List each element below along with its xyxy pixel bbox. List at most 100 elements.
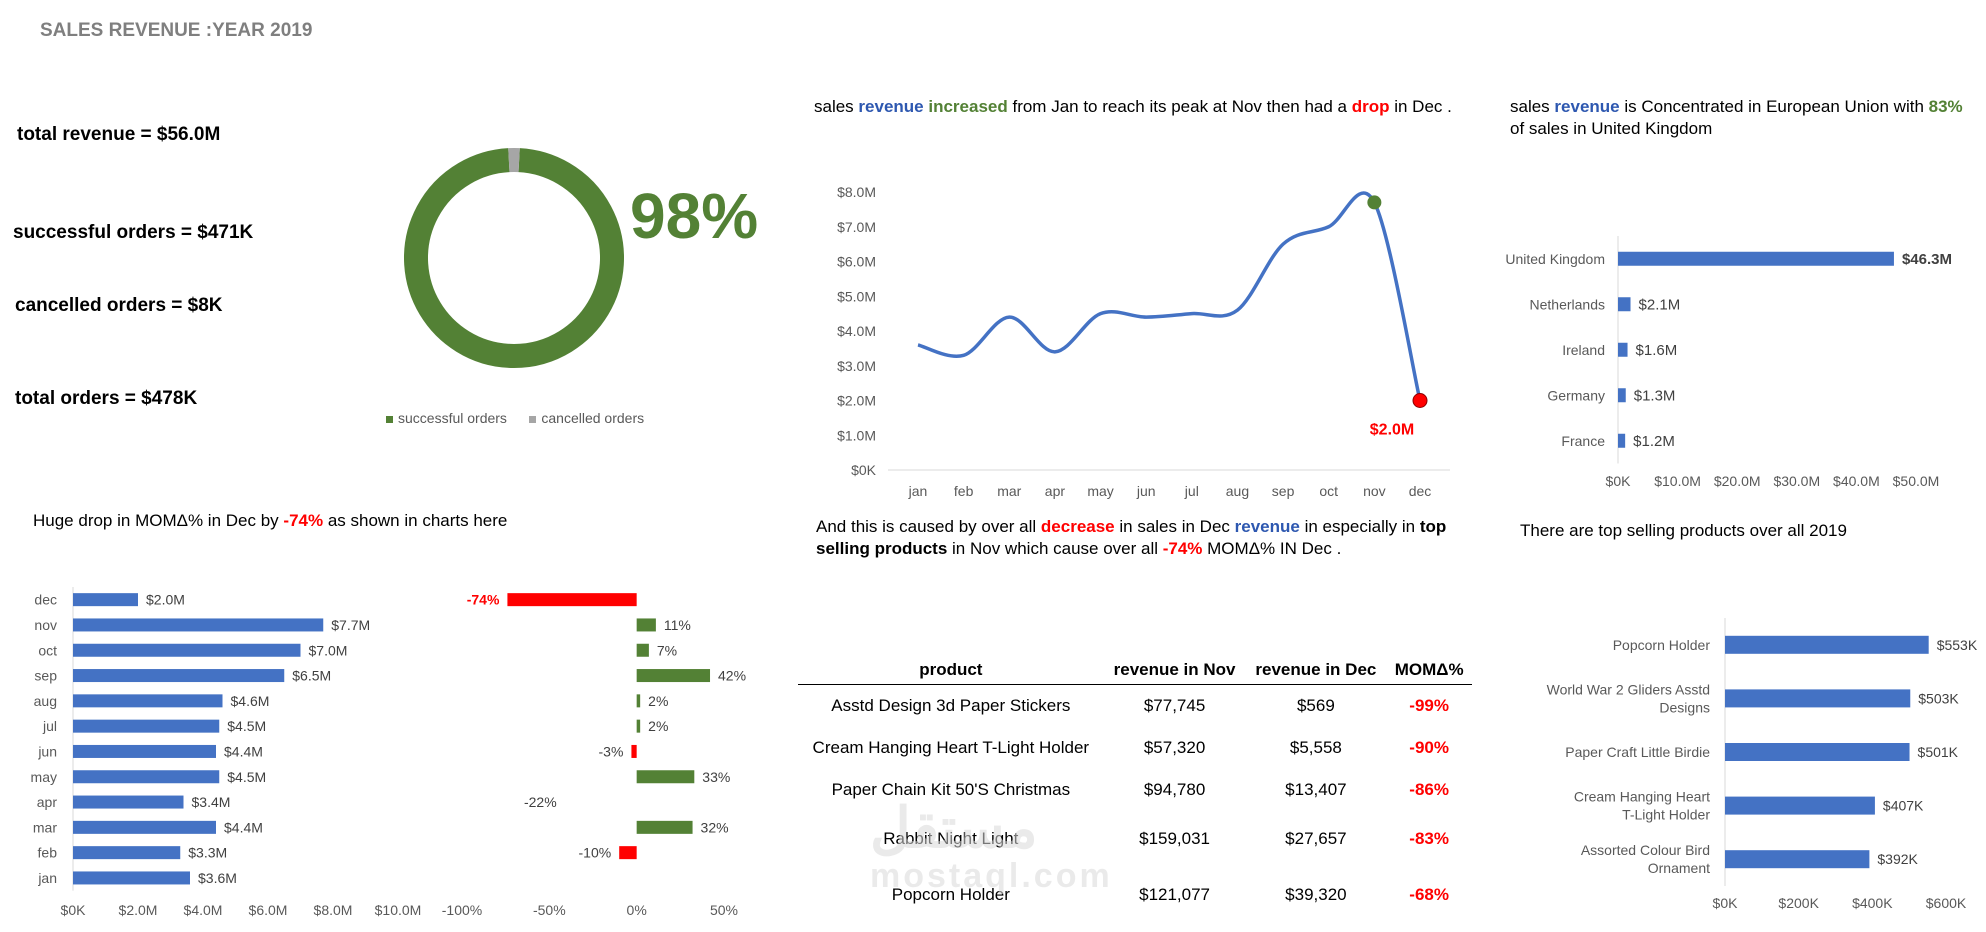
legend-successful: successful orders <box>386 410 507 426</box>
bar-value-label: $4.6M <box>231 693 270 709</box>
table-cell-dec: $13,407 <box>1285 779 1347 799</box>
kpi-successful-orders: successful orders = $471K <box>13 222 254 243</box>
category-label: Designs <box>1659 699 1710 715</box>
x-tick-label: jun <box>1136 483 1156 499</box>
category-label: Ireland <box>1562 342 1605 358</box>
table-row: Paper Chain Kit 50'S Christmas $94,780 $… <box>798 769 1472 811</box>
category-label: Netherlands <box>1530 296 1606 312</box>
bar <box>1725 743 1910 761</box>
mom-bar <box>636 669 711 683</box>
table-row: Cream Hanging Heart T-Light Holder $57,3… <box>798 727 1472 769</box>
table-cell-mom: -83% <box>1409 828 1449 848</box>
bar <box>73 669 285 683</box>
bar-value-label: $6.5M <box>292 668 331 684</box>
bar-value-label: $3.4M <box>192 794 231 810</box>
bar-value-label: $1.2M <box>1633 433 1675 450</box>
cause-text-74: -74% <box>1162 539 1203 558</box>
table-row: Popcorn Holder $121,077 $39,320 -68% <box>798 867 1472 923</box>
table-row: Rabbit Night Light $159,031 $27,657 -83% <box>798 811 1472 867</box>
category-label: Cream Hanging Heart <box>1574 789 1710 805</box>
x-tick-label: feb <box>954 483 974 499</box>
table-cell-mom: -99% <box>1409 695 1449 715</box>
cause-text-1: And this is caused by over all <box>816 517 1041 536</box>
bar <box>1618 433 1626 448</box>
donut-legend: successful orders cancelled orders <box>386 410 662 428</box>
mom-value-label: -3% <box>599 743 624 759</box>
mom-value-label: -10% <box>579 845 612 861</box>
category-label: World War 2 Gliders Asstd <box>1547 681 1710 697</box>
y-tick-label: $8.0M <box>837 184 876 200</box>
mom-bar <box>598 796 599 809</box>
mom-note: Huge drop in MOMΔ% in Dec by -74% as sho… <box>33 510 507 532</box>
category-label: United Kingdom <box>1505 251 1605 267</box>
bar-value-label: $407K <box>1883 798 1924 814</box>
bar <box>73 820 216 834</box>
bar <box>1618 388 1626 403</box>
x-tick-label: $20.0M <box>1714 473 1761 489</box>
bar <box>1725 689 1911 708</box>
y-tick-label: $3.0M <box>837 358 876 374</box>
mom-value-label: 7% <box>657 642 677 658</box>
kpi-total-orders: total orders = $478K <box>15 388 198 409</box>
mom-value-label: 2% <box>648 693 668 709</box>
table-cell-dec: $39,320 <box>1285 884 1347 904</box>
mom-bar <box>636 770 695 784</box>
category-label: Ornament <box>1648 860 1710 876</box>
table-header: MOMΔ% <box>1386 660 1472 685</box>
monthly-bar-chart: dec $2.0M nov $7.7M oct $7.0M sep $6.5M aug $4.6M… <box>31 587 421 918</box>
category-label: jul <box>42 718 57 734</box>
trend-text-revenue: revenue <box>858 97 924 116</box>
bar-value-label: $2.0M <box>146 592 185 608</box>
x-tick-label: jul <box>1184 483 1199 499</box>
bar <box>1725 635 1929 654</box>
bar-value-label: $3.6M <box>198 870 237 886</box>
watermark-ar: مستقل <box>870 796 1038 859</box>
bar-value-label: $392K <box>1877 851 1918 867</box>
mom-value-label: 32% <box>701 819 729 835</box>
bar <box>73 618 324 632</box>
mom-value-label: -22% <box>524 794 557 810</box>
bar <box>73 871 190 885</box>
kpi-cancelled-orders: cancelled orders = $8K <box>15 295 223 316</box>
region-text-83: 83% <box>1928 97 1963 116</box>
x-tick-label: oct <box>1319 483 1338 499</box>
x-tick-label: $40.0M <box>1833 473 1880 489</box>
cause-text-3: in especially in <box>1299 517 1420 536</box>
x-tick-label: $30.0M <box>1773 473 1820 489</box>
table-cell-nov: $94,780 <box>1143 779 1206 799</box>
trend-text-3: from Jan to reach its peak at Nov then h… <box>1007 97 1352 116</box>
y-tick-label: $7.0M <box>837 219 876 235</box>
table-cell-dec: $569 <box>1296 695 1335 715</box>
mom-bar <box>636 820 693 834</box>
table-cell-mom: -86% <box>1409 779 1449 799</box>
category-label: nov <box>34 617 57 633</box>
x-tick-label: $400K <box>1852 895 1893 911</box>
legend-cancelled: cancelled orders <box>529 410 644 426</box>
donut-slice-successful <box>404 148 624 368</box>
x-tick-label: $600K <box>1926 895 1967 911</box>
trend-text-increased: increased <box>928 97 1008 116</box>
cause-note: And this is caused by over all decrease … <box>816 516 1476 560</box>
x-tick-label: dec <box>1409 483 1432 499</box>
bar <box>73 846 181 860</box>
category-label: sep <box>34 668 57 684</box>
category-label: Popcorn Holder <box>1613 637 1711 653</box>
products-table: product revenue in Nov revenue in Dec MO… <box>798 660 1472 923</box>
cause-text-4: in Nov which cause over all <box>947 539 1163 558</box>
legend-label-successful: successful orders <box>398 410 507 426</box>
region-text-revenue: revenue <box>1554 97 1620 116</box>
x-tick-label: $200K <box>1778 895 1819 911</box>
table-cell-product: Rabbit Night Light <box>883 828 1019 848</box>
category-label: mar <box>33 819 57 835</box>
bar-value-label: $4.5M <box>227 718 266 734</box>
x-tick-label: $10.0M <box>1654 473 1701 489</box>
watermark-en: mostaql.com <box>870 857 1113 895</box>
cause-text-revenue: revenue <box>1234 517 1300 536</box>
legend-swatch-successful <box>386 416 393 423</box>
bar-value-label: $4.4M <box>224 743 263 759</box>
peak-marker <box>1367 195 1382 210</box>
category-label: Germany <box>1547 387 1605 403</box>
watermark-logo: مستقل mostaql.com <box>870 800 1113 896</box>
mom-text-2: as shown in charts here <box>323 511 508 530</box>
x-tick-label: $50.0M <box>1893 473 1940 489</box>
